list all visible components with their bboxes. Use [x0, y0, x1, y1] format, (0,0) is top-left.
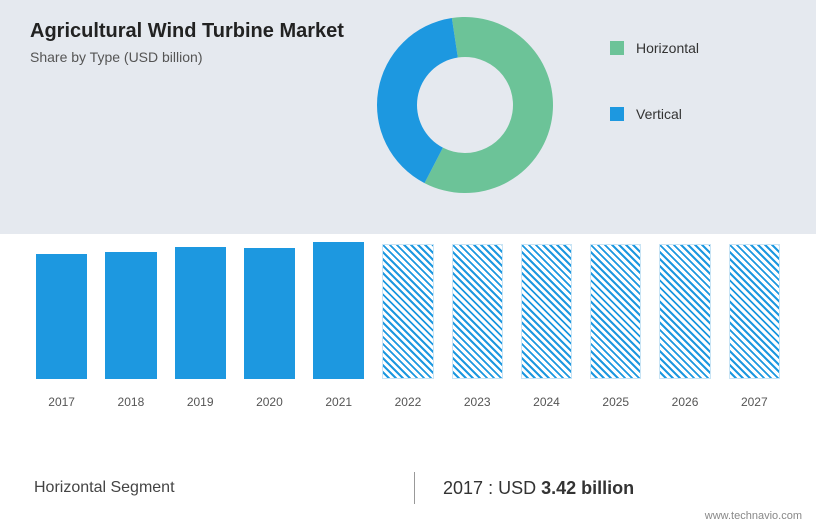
bar-column: 2026 — [659, 244, 710, 409]
legend-label: Vertical — [636, 106, 682, 122]
bar-label: 2024 — [533, 395, 560, 409]
bar-column: 2021 — [313, 242, 364, 410]
source-url: www.technavio.com — [705, 510, 802, 522]
bar-column: 2025 — [590, 244, 641, 409]
bar-label: 2027 — [741, 395, 768, 409]
bar — [729, 244, 780, 379]
value-currency: USD — [498, 478, 536, 498]
legend-item: Horizontal — [610, 40, 699, 56]
bar-column: 2019 — [175, 247, 226, 410]
segment-value: 2017 : USD 3.42 billion — [443, 478, 634, 499]
divider-vertical — [414, 472, 415, 504]
bar-label: 2018 — [118, 395, 145, 409]
bar — [36, 254, 87, 379]
bar — [590, 244, 641, 379]
top-panel: Agricultural Wind Turbine Market Share b… — [0, 0, 816, 234]
value-amount: 3.42 billion — [541, 478, 634, 498]
bar-label: 2026 — [672, 395, 699, 409]
bar-label: 2017 — [48, 395, 75, 409]
bar-label: 2023 — [464, 395, 491, 409]
bar-column: 2024 — [521, 244, 572, 409]
bar — [659, 244, 710, 379]
bar-chart: 2017 2018 2019 2020 2021 2022 2023 2024 2025 2026… — [0, 234, 816, 454]
legend-swatch — [610, 41, 624, 55]
bar — [175, 247, 226, 380]
value-sep: : — [488, 478, 498, 498]
bar-label: 2022 — [395, 395, 422, 409]
bar — [244, 248, 295, 379]
bar — [521, 244, 572, 379]
bar-label: 2019 — [187, 395, 214, 409]
donut-chart — [370, 10, 560, 205]
bar-label: 2020 — [256, 395, 283, 409]
bar — [313, 242, 364, 380]
bar-column: 2020 — [244, 248, 295, 409]
bar-label: 2021 — [325, 395, 352, 409]
bar-column: 2022 — [382, 244, 433, 409]
value-year: 2017 — [443, 478, 483, 498]
legend-item: Vertical — [610, 106, 699, 122]
bar-column: 2018 — [105, 252, 156, 410]
legend: Horizontal Vertical — [610, 40, 699, 172]
bar — [452, 244, 503, 379]
bar-column: 2023 — [452, 244, 503, 409]
bar — [105, 252, 156, 380]
legend-swatch — [610, 107, 624, 121]
bar — [382, 244, 433, 379]
bar-label: 2025 — [602, 395, 629, 409]
bar-column: 2017 — [36, 254, 87, 409]
bar-column: 2027 — [729, 244, 780, 409]
segment-label: Horizontal Segment — [34, 479, 414, 497]
footer-row: Horizontal Segment 2017 : USD 3.42 billi… — [0, 454, 816, 504]
legend-label: Horizontal — [636, 40, 699, 56]
